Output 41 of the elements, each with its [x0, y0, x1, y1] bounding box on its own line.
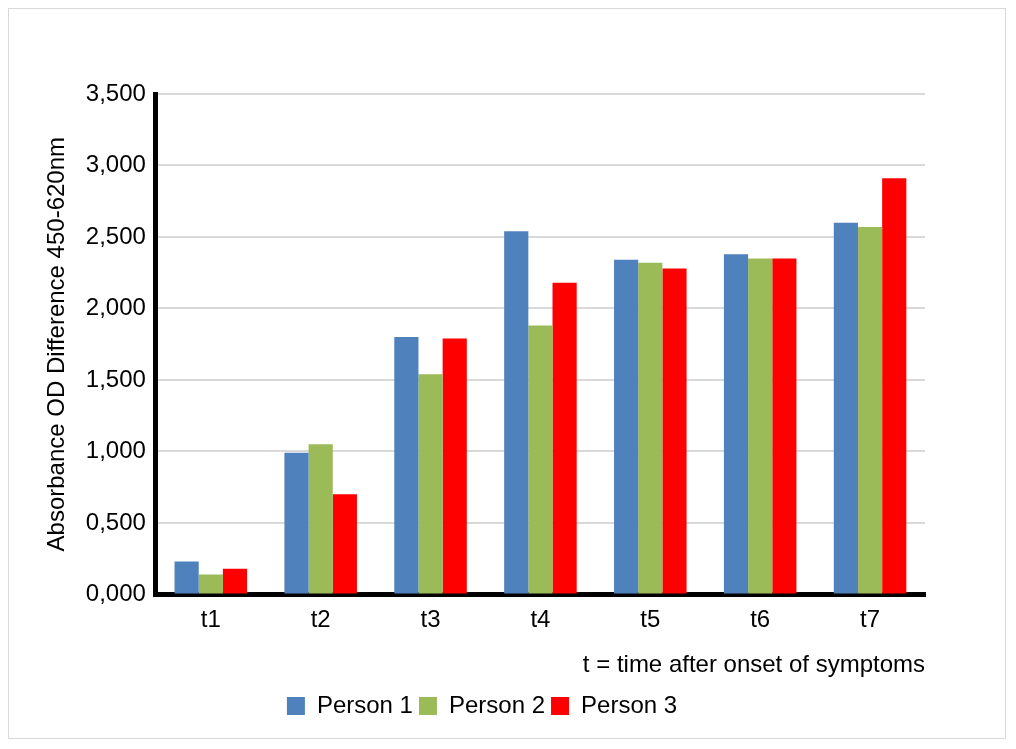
bar: [528, 325, 553, 594]
bar: [748, 258, 773, 594]
x-tick-label: t7: [860, 605, 881, 633]
legend-label: Person 1: [316, 690, 413, 718]
bar: [638, 262, 663, 594]
legend-label: Person 3: [581, 690, 678, 718]
y-axis-title: Absorbance OD Difference 450-620nm: [42, 136, 70, 552]
y-tick-label: 3,000: [85, 150, 146, 178]
x-tick-label: t5: [640, 605, 661, 633]
bar: [772, 258, 797, 594]
bar: [418, 374, 443, 594]
bar: [504, 231, 529, 594]
y-tick-label: 1,500: [85, 364, 146, 392]
bar: [857, 226, 883, 594]
x-tick-label: t1: [200, 605, 221, 633]
bar: [882, 178, 907, 594]
bar: [394, 337, 419, 594]
y-tick-label: 0,500: [85, 507, 146, 535]
y-tick-label: 2,000: [85, 293, 146, 321]
bar: [198, 574, 223, 594]
bar: [662, 268, 687, 594]
bar: [442, 338, 467, 594]
y-tick-label: 0,000: [85, 579, 146, 607]
legend-label: Person 2: [448, 690, 546, 718]
bar: [833, 222, 858, 594]
y-tick-label: 3,500: [85, 78, 146, 106]
bar: [174, 561, 199, 594]
y-tick-label: 2,500: [85, 221, 146, 249]
bar: [332, 494, 357, 594]
x-axis-title: t = time after onset of symptoms: [582, 650, 925, 678]
y-tick-label: 1,000: [85, 436, 146, 464]
bar: [723, 254, 749, 594]
bar: [284, 452, 309, 594]
x-tick-label: t4: [530, 605, 551, 633]
x-tick-label: t6: [750, 605, 771, 633]
bar: [222, 568, 248, 594]
x-tick-label: t2: [310, 605, 331, 633]
bar: [308, 444, 333, 594]
bar: [552, 282, 577, 594]
x-tick-label: t3: [420, 605, 441, 633]
bar: [614, 259, 639, 594]
